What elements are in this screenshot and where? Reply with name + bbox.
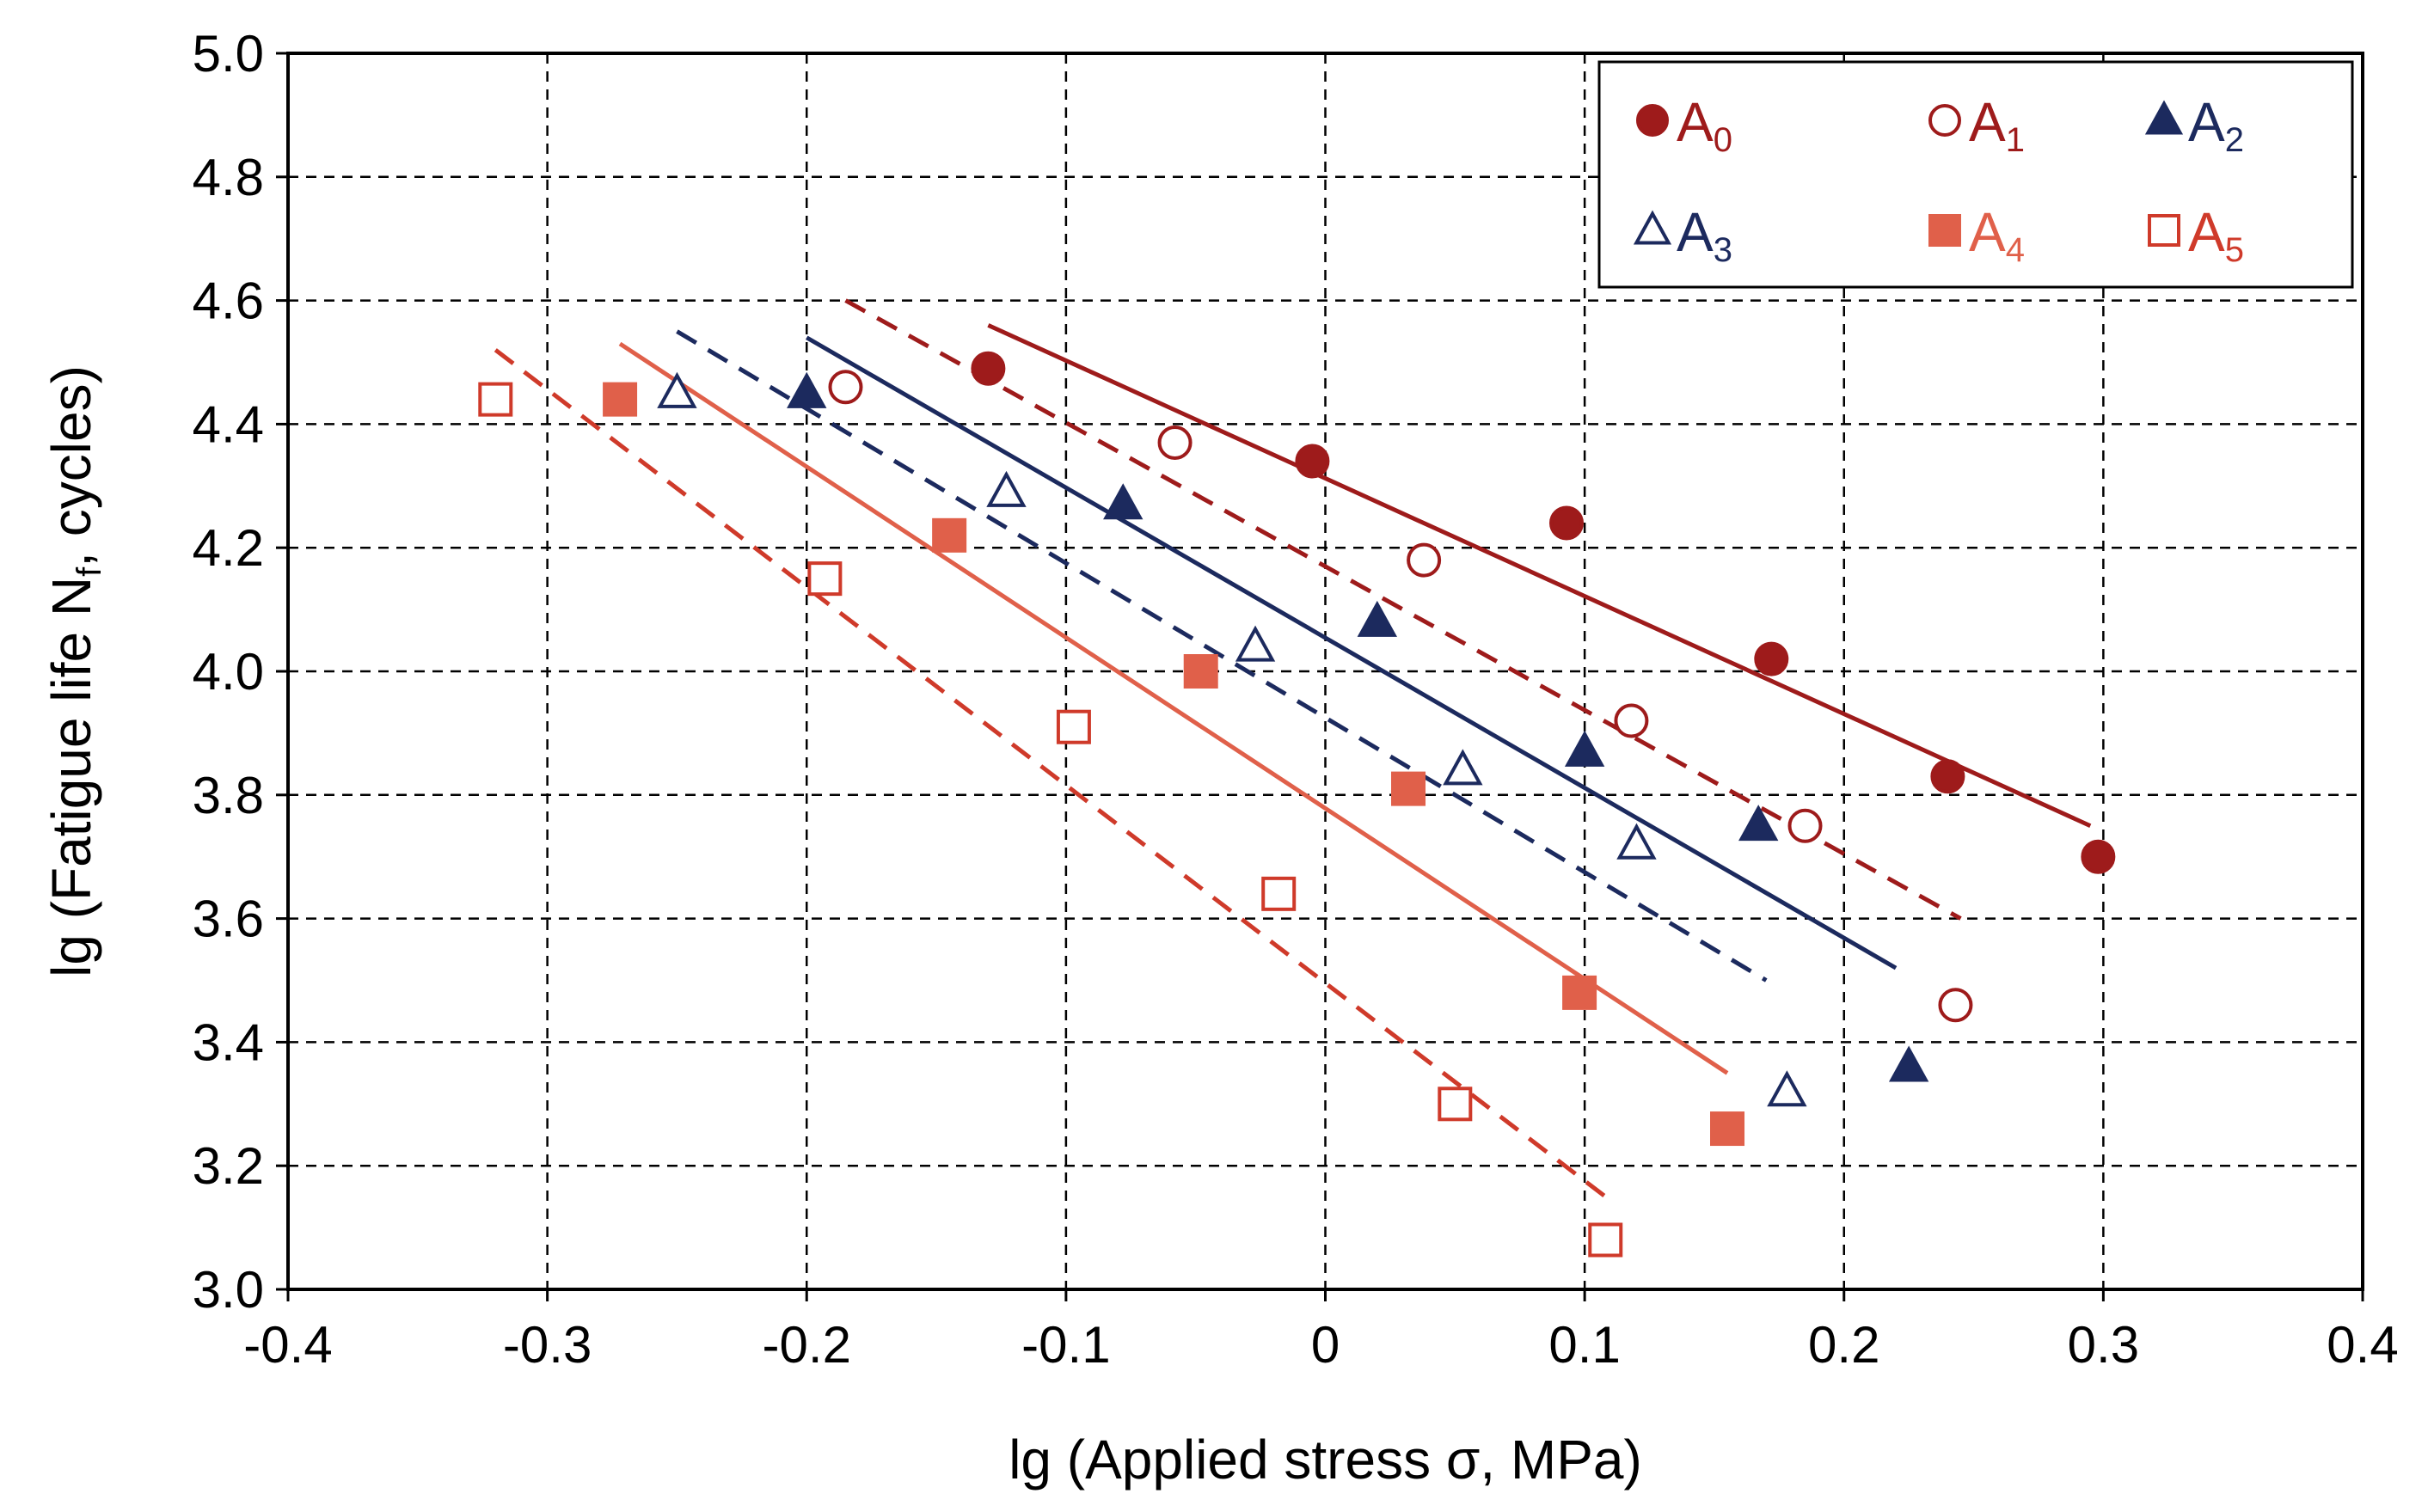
legend-label-A4: A4 [1969,201,2025,269]
data-point-A1 [1938,988,1973,1023]
data-point-A4 [603,382,638,417]
legend-label-letter: A [2188,91,2225,153]
legend-label-A2: A2 [2188,91,2244,159]
y-tick-label: 3.2 [193,1137,264,1195]
y-tick-label: 3.4 [193,1013,264,1071]
legend-label-letter: A [1969,91,2006,153]
legend-label-subscript: 1 [2006,121,2025,159]
data-point-A1 [1614,703,1649,738]
plot-frame [286,52,2364,1291]
legend-label-subscript: 4 [2006,231,2025,269]
data-point-A3 [657,371,697,408]
fit-line-A4 [618,341,1729,1075]
y-tick-label: 3.6 [193,891,264,948]
data-point-A2 [1564,730,1605,767]
data-point-A0 [2081,839,2116,874]
data-point-A4 [932,517,967,553]
y-tick-label: 4.6 [193,272,264,330]
x-axis-label: lg (Applied stress σ, MPa) [1009,1429,1642,1491]
fit-line-A1 [844,298,1962,921]
data-point-A4 [1562,975,1597,1010]
data-point-A4 [1710,1111,1745,1147]
legend-marker-A5 [2148,214,2180,247]
legend-label-A5: A5 [2188,201,2244,269]
fit-line-A5 [494,348,1607,1199]
legend-box [1597,60,2354,289]
data-point-A0 [1930,759,1965,794]
y-axis-label-main: lg (Fatigue life N [40,577,102,977]
data-point-A4 [1391,771,1426,806]
legend-label-subscript: 3 [1714,231,1732,269]
data-point-A5 [1261,876,1297,911]
fit-line-A3 [676,329,1768,982]
tick-labels: -0.4 -0.3 -0.2 -0.1 0 0.1 0.2 0.3 0.4 3.0 3.2 3.4 3.… [193,25,2399,1374]
data-point-A0 [1295,444,1330,479]
data-point-A1 [828,370,863,405]
fit-line-A2 [805,335,1898,970]
data-point-A3 [1443,749,1483,786]
legend-label-A0: A0 [1677,91,1732,159]
x-tick-label: -0.1 [1021,1316,1110,1374]
legend-marker-A2 [2144,100,2184,135]
legend-label-A1: A1 [1969,91,2025,159]
data-point-A1 [1787,808,1823,843]
legend-label-letter: A [1969,201,2006,263]
data-point-A5 [807,561,843,597]
legend-marker-A4 [1928,214,1961,247]
x-tick-label: -0.4 [243,1316,332,1374]
data-point-A1 [1157,425,1193,460]
y-tick-label: 4.0 [193,643,264,701]
y-tick-label: 3.8 [193,767,264,824]
x-tick-label: 0.3 [2068,1316,2139,1374]
legend-label-subscript: 5 [2225,231,2244,269]
legend-label-A3: A3 [1677,201,1732,269]
data-point-A5 [1438,1087,1473,1122]
legend-marker-A0 [1636,104,1669,137]
data-point-A0 [1754,641,1789,676]
data-point-A2 [1738,805,1779,842]
data-point-A3 [986,470,1027,507]
x-tick-label: 0.1 [1548,1316,1620,1374]
x-tick-label: 0.4 [2327,1316,2398,1374]
legend-marker-A3 [1633,210,1672,245]
legend-label-letter: A [2188,201,2225,263]
y-tick-label: 3.0 [193,1261,264,1319]
fit-lines [494,298,2092,1199]
y-axis-label: lg (Fatigue life Nf, cycles) [40,365,108,977]
legend-marker-A1 [1928,104,1961,137]
data-point-A1 [1407,542,1442,578]
data-point-A3 [1767,1070,1807,1107]
data-point-A0 [1549,505,1585,541]
data-points [478,351,2116,1258]
data-point-A3 [1616,823,1657,860]
data-point-A3 [1235,625,1276,662]
data-point-A5 [1056,709,1091,744]
grid [276,52,2364,1301]
y-tick-label: 4.2 [193,519,264,577]
data-point-A2 [1103,483,1143,520]
y-tick-label: 5.0 [193,25,264,83]
data-point-A4 [1183,654,1218,689]
x-tick-label: -0.2 [763,1316,851,1374]
legend-label-letter: A [1677,91,1714,153]
data-point-A2 [787,371,827,408]
y-tick-label: 4.8 [193,149,264,206]
legend-label-letter: A [1677,201,1714,263]
x-tick-label: 0 [1311,1316,1340,1374]
y-tick-label: 4.4 [193,395,264,453]
x-tick-label: -0.3 [503,1316,592,1374]
data-point-A5 [1588,1222,1623,1258]
data-point-A0 [971,351,1006,386]
y-axis-label-tail: , cycles) [40,365,102,567]
legend-label-subscript: 0 [1714,121,1732,159]
y-axis-label-subscript: f [71,566,108,577]
x-tick-label: 0.2 [1808,1316,1879,1374]
fit-line-A0 [987,323,2092,829]
data-point-A5 [478,382,513,417]
data-point-A2 [1888,1045,1929,1082]
legend-label-subscript: 2 [2225,121,2244,159]
data-point-A2 [1357,600,1398,637]
